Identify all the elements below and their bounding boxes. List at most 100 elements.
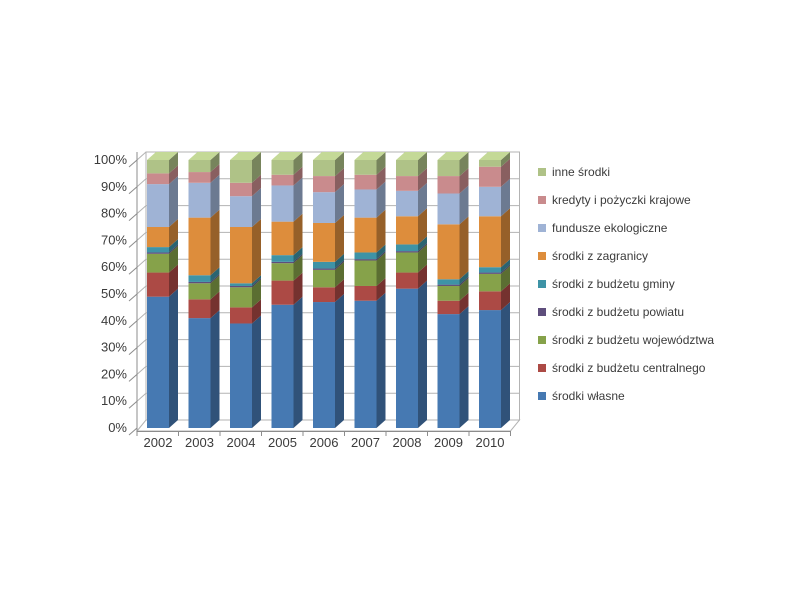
bar-segment-2007-s3 — [354, 259, 377, 261]
bar-side-2004 — [252, 277, 261, 288]
bar-segment-2002-s2 — [147, 253, 169, 273]
side-wall-gridline — [136, 392, 147, 402]
bar-segment-2007-s1 — [354, 285, 377, 301]
bar-segment-2003-s1 — [188, 299, 211, 319]
bar-side-2007 — [376, 181, 386, 218]
bar-segment-2007-s4 — [354, 252, 377, 260]
bar-segment-2004-s6 — [230, 196, 252, 227]
bar-side-2010 — [501, 208, 510, 268]
side-wall-gridline — [136, 151, 147, 161]
y-axis-tick — [128, 320, 138, 329]
bar-segment-2009-s5 — [437, 224, 460, 280]
y-axis-tick — [128, 400, 138, 409]
side-wall-gridline — [136, 258, 147, 268]
bar-segment-2007-s2 — [354, 260, 377, 286]
bar-side-2008 — [418, 243, 427, 253]
bar-side-2004 — [252, 174, 261, 197]
bar-side-2003 — [210, 310, 220, 428]
side-wall-gridline — [136, 285, 147, 295]
bar-side-2002 — [169, 264, 178, 297]
bar-segment-2010-s2 — [479, 273, 501, 292]
bar-segment-2007-s7 — [354, 174, 377, 190]
bar-side-2009 — [459, 168, 469, 194]
bar-segment-2003-s0 — [188, 318, 211, 428]
bar-segment-2005-s2 — [271, 263, 294, 281]
bar-segment-2007-s5 — [354, 217, 377, 253]
bar-segment-2002-s5 — [147, 227, 169, 248]
y-axis-tick — [128, 293, 138, 302]
bar-segment-2008-s8 — [396, 160, 418, 177]
bar-segment-2007-s8 — [354, 160, 377, 175]
bar-segment-2006-s5 — [313, 222, 335, 262]
bar-segment-2004-s5 — [230, 227, 252, 284]
bar-side-2003 — [210, 164, 220, 183]
bar-side-2004 — [252, 299, 261, 324]
bar-side-2009 — [459, 276, 469, 286]
legend-label: środki z budżetu powiatu — [552, 305, 685, 319]
bar-top-2004 — [230, 152, 261, 160]
bar-side-2004 — [252, 279, 261, 308]
chart-legend: inne środki kredyty i pożyczki krajowe f… — [538, 158, 788, 410]
bar-segment-2010-s5 — [479, 216, 501, 268]
legend-label: środki z zagranicy — [552, 249, 649, 263]
bar-segment-2006-s2 — [313, 269, 335, 288]
bar-side-2003 — [210, 209, 220, 276]
bar-side-2002 — [169, 176, 178, 227]
legend-item-inne-srodki: inne środki — [538, 158, 788, 186]
bar-side-2003 — [210, 291, 220, 319]
side-wall-gridline — [136, 312, 147, 322]
bar-segment-2006-s4 — [313, 261, 335, 269]
bar-side-2008 — [418, 208, 427, 245]
bar-segment-2003-s4 — [188, 275, 211, 282]
bar-segment-2006-s3 — [313, 268, 335, 270]
bar-side-2009 — [459, 185, 469, 225]
y-axis-label-90%: 90% — [101, 179, 127, 194]
y-axis-label-50%: 50% — [101, 286, 127, 301]
bar-segment-2004-s1 — [230, 307, 252, 324]
bar-segment-2008-s4 — [396, 244, 418, 252]
y-axis-tick — [128, 159, 138, 168]
bar-segment-2004-s2 — [230, 287, 252, 308]
bar-segment-2009-s0 — [437, 314, 460, 428]
legend-item-wlasne: środki własne — [538, 382, 788, 410]
bar-side-2009 — [459, 306, 469, 428]
y-axis-label-80%: 80% — [101, 206, 127, 221]
bar-side-2005 — [293, 177, 303, 222]
bar-top-2007 — [354, 152, 386, 160]
x-axis-label-2004: 2004 — [227, 435, 256, 450]
y-axis-label-100%: 100% — [94, 152, 128, 167]
y-axis-tick — [128, 186, 138, 195]
bar-side-2006 — [335, 152, 344, 177]
bar-side-2005 — [293, 296, 303, 428]
bar-side-2007 — [376, 152, 386, 175]
y-axis-tick — [128, 374, 138, 382]
bar-side-2003 — [210, 267, 220, 282]
bar-segment-2010-s3 — [479, 272, 501, 274]
bar-side-2006 — [335, 184, 344, 223]
bar-side-2007 — [376, 244, 386, 260]
bar-segment-2009-s3 — [437, 284, 460, 286]
y-axis-label-0%: 0% — [108, 420, 127, 435]
bar-side-2010 — [501, 264, 510, 274]
y-axis-tick — [128, 213, 138, 221]
bar-side-2004 — [252, 275, 261, 286]
bar-side-2002 — [169, 219, 178, 248]
bar-side-2003 — [210, 275, 220, 300]
bar-segment-2008-s6 — [396, 190, 418, 217]
bar-segment-2002-s4 — [147, 247, 169, 253]
bar-segment-2005-s6 — [271, 185, 294, 222]
bar-side-2010 — [501, 302, 510, 428]
bar-segment-2008-s3 — [396, 251, 418, 253]
bar-segment-2008-s7 — [396, 176, 418, 191]
legend-item-zagranicy: środki z zagranicy — [538, 242, 788, 270]
x-axis-label-2007: 2007 — [351, 435, 380, 450]
y-axis-tick — [128, 427, 138, 436]
bar-segment-2003-s2 — [188, 283, 211, 300]
bar-segment-2003-s3 — [188, 281, 211, 284]
bar-segment-2009-s8 — [437, 160, 460, 177]
bar-segment-2010-s8 — [479, 160, 501, 167]
bar-segment-2005-s5 — [271, 221, 294, 256]
legend-item-fundusze: fundusze ekologiczne — [538, 214, 788, 242]
legend-item-gminy: środki z budżetu gminy — [538, 270, 788, 298]
bar-segment-2004-s0 — [230, 323, 252, 428]
